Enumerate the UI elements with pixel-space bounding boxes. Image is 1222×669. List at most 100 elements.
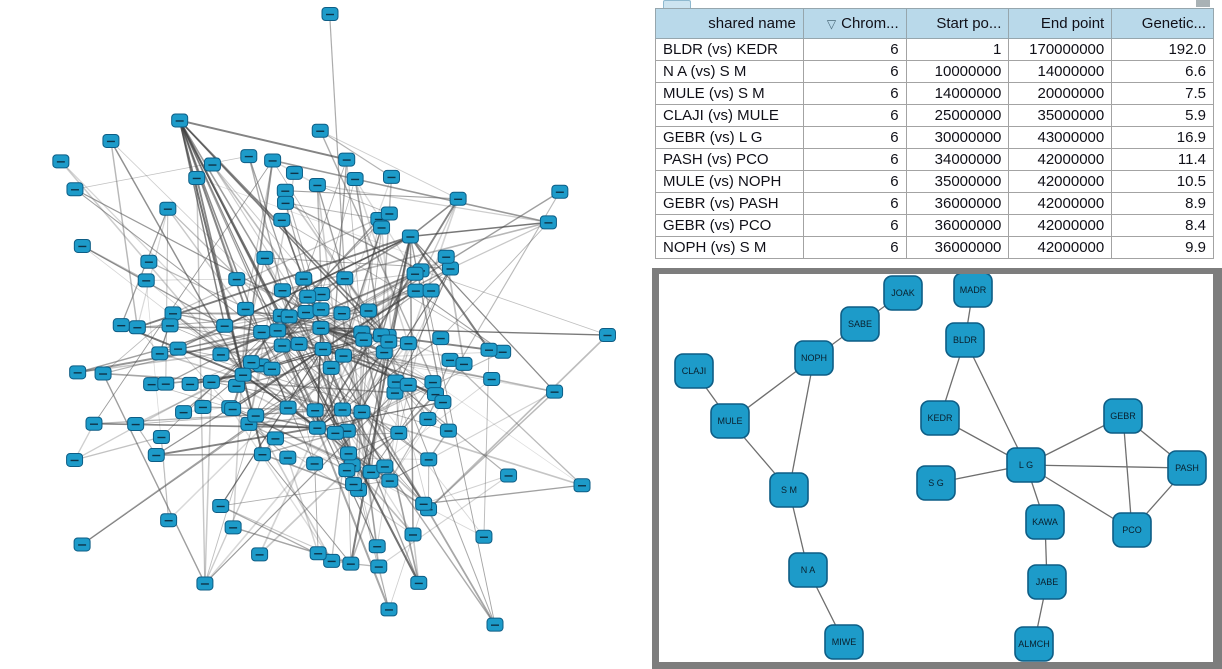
network-node[interactable] [373, 220, 391, 235]
table-cell[interactable]: 6 [802, 82, 907, 105]
table-row[interactable]: BLDR (vs) KEDR 6 1 170000000 192.0 [655, 38, 1214, 61]
network-node[interactable] [401, 229, 419, 244]
network-node[interactable] [345, 477, 363, 492]
network-node[interactable] [410, 575, 428, 590]
network-node[interactable] [598, 328, 616, 343]
network-node-L G[interactable]: L G [1006, 447, 1046, 483]
network-node[interactable] [375, 345, 393, 360]
network-node[interactable] [52, 154, 70, 169]
network-node[interactable] [273, 338, 291, 353]
network-node[interactable] [266, 431, 284, 446]
network-node[interactable] [159, 201, 177, 216]
network-node-PASH[interactable]: PASH [1167, 450, 1207, 486]
network-node[interactable] [376, 459, 394, 474]
network-node[interactable] [290, 336, 308, 351]
table-cell[interactable]: 6 [802, 170, 907, 193]
network-node[interactable] [228, 272, 246, 287]
table-cell[interactable]: 43000000 [1008, 126, 1113, 149]
network-node[interactable] [415, 496, 433, 511]
network-node[interactable] [342, 556, 360, 571]
table-cell[interactable]: 42000000 [1008, 170, 1113, 193]
network-node[interactable] [539, 215, 557, 230]
table-row[interactable]: NOPH (vs) S M 6 36000000 42000000 9.9 [655, 236, 1214, 259]
network-node[interactable] [242, 355, 260, 370]
table-cell[interactable]: 20000000 [1008, 82, 1113, 105]
network-node[interactable] [140, 254, 158, 269]
network-node-KEDR[interactable]: KEDR [920, 400, 960, 436]
network-node[interactable] [279, 450, 297, 465]
network-node[interactable] [161, 318, 179, 333]
network-node-NOPH[interactable]: NOPH [794, 340, 834, 376]
column-header-start-position[interactable]: Start po... [905, 8, 1010, 39]
network-node[interactable] [340, 446, 358, 461]
filtered-network-canvas[interactable]: JOAK MADR SABE NOPH BLDR CLAJI MULE KEDR GEBR L G… [659, 274, 1213, 662]
network-node[interactable] [334, 402, 352, 417]
network-node[interactable] [368, 539, 386, 554]
network-node[interactable] [380, 334, 398, 349]
network-node[interactable] [314, 341, 332, 356]
table-cell[interactable]: PASH (vs) PCO [655, 148, 804, 171]
network-node-JABE[interactable]: JABE [1027, 564, 1067, 600]
network-node[interactable] [66, 452, 84, 467]
table-cell[interactable]: 6.6 [1111, 60, 1214, 83]
table-cell[interactable]: 25000000 [905, 104, 1010, 127]
table-cell[interactable]: CLAJI (vs) MULE [655, 104, 804, 127]
network-node[interactable] [253, 447, 271, 462]
network-node[interactable] [94, 366, 112, 381]
column-header-genetic-distance[interactable]: Genetic... [1111, 8, 1214, 39]
network-node[interactable] [439, 423, 457, 438]
network-node[interactable] [137, 273, 155, 288]
network-node-JOAK[interactable]: JOAK [883, 275, 923, 311]
network-node-KAWA[interactable]: KAWA [1025, 504, 1065, 540]
table-cell[interactable]: 6 [802, 236, 907, 259]
network-edge-NOPH-S M[interactable] [788, 357, 815, 491]
network-node[interactable] [237, 301, 255, 316]
network-node[interactable] [151, 346, 169, 361]
network-node-SABE[interactable]: SABE [840, 306, 880, 342]
network-node[interactable] [399, 336, 417, 351]
network-node[interactable] [406, 266, 424, 281]
table-cell[interactable]: 36000000 [905, 192, 1010, 215]
network-node[interactable] [380, 206, 398, 221]
network-node[interactable] [370, 559, 388, 574]
network-node-CLAJI[interactable]: CLAJI [674, 353, 714, 389]
network-node-N A[interactable]: N A [788, 552, 828, 588]
network-edge-GEBR-PCO[interactable] [1122, 415, 1133, 531]
network-node[interactable] [434, 395, 452, 410]
table-cell[interactable]: 35000000 [1008, 104, 1113, 127]
network-node-S G[interactable]: S G [916, 465, 956, 501]
network-node[interactable] [407, 283, 425, 298]
network-node[interactable] [308, 420, 326, 435]
network-node[interactable] [269, 323, 287, 338]
network-node[interactable] [196, 576, 214, 591]
network-node[interactable] [169, 341, 187, 356]
network-node[interactable] [321, 7, 339, 21]
table-cell[interactable]: 36000000 [905, 236, 1010, 259]
network-node-ALMCH[interactable]: ALMCH [1014, 626, 1054, 662]
network-node[interactable] [362, 464, 380, 479]
network-node[interactable] [390, 425, 408, 440]
network-node[interactable] [279, 400, 297, 415]
network-node[interactable] [277, 195, 295, 210]
table-cell[interactable]: 14000000 [905, 82, 1010, 105]
network-node[interactable] [312, 302, 330, 317]
network-node[interactable] [160, 513, 178, 528]
network-node[interactable] [336, 271, 354, 286]
table-cell[interactable]: 6 [802, 38, 907, 61]
network-node[interactable] [181, 376, 199, 391]
table-cell[interactable]: 34000000 [905, 148, 1010, 171]
network-node[interactable] [85, 416, 103, 431]
main-network-canvas[interactable] [0, 0, 652, 669]
network-node[interactable] [216, 318, 234, 333]
network-node[interactable] [313, 286, 331, 301]
network-node[interactable] [573, 478, 591, 493]
network-node[interactable] [263, 361, 281, 376]
network-node[interactable] [311, 123, 329, 138]
table-cell[interactable]: 42000000 [1008, 236, 1113, 259]
table-cell[interactable]: 42000000 [1008, 148, 1113, 171]
network-node[interactable] [308, 177, 326, 192]
network-node[interactable] [247, 408, 265, 423]
table-cell[interactable]: GEBR (vs) PCO [655, 214, 804, 237]
network-node[interactable] [455, 356, 473, 371]
network-node[interactable] [273, 283, 291, 298]
